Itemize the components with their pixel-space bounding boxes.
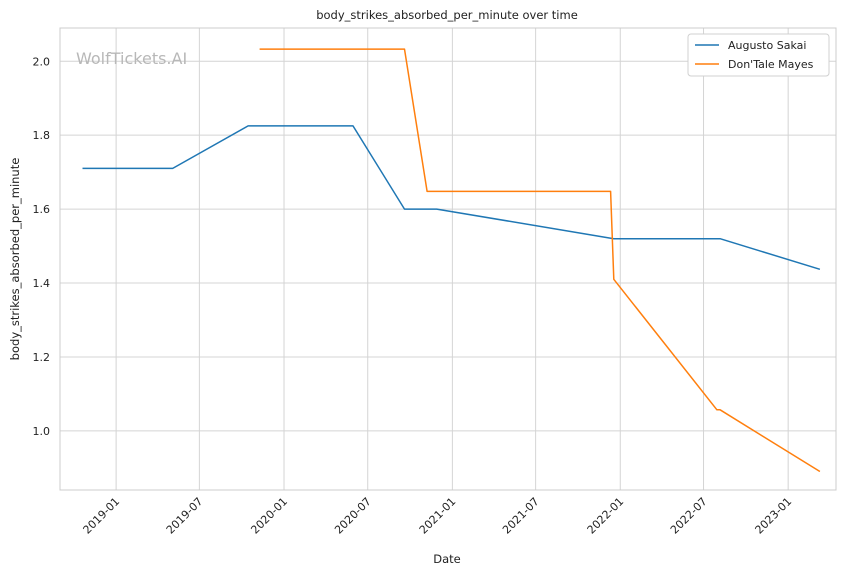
x-tick-label: 2022-01 [585,495,627,537]
y-tick-label: 1.4 [33,277,51,290]
x-tick-label: 2021-01 [417,495,459,537]
legend: Augusto Sakai Don'Tale Mayes [687,33,830,77]
series-line-don-tale-mayes [259,48,821,473]
x-axis-title: Date [433,552,461,566]
legend-label-augusto-sakai: Augusto Sakai [728,39,806,52]
x-tick-label: 2022-07 [668,495,710,537]
y-tick-label: 1.0 [33,425,51,438]
y-tick-label: 1.8 [33,129,51,142]
x-tick-label: 2019-07 [164,495,206,537]
x-tick-label: 2020-07 [332,495,374,537]
y-tick-label: 2.0 [33,55,51,68]
x-tick-label: 2019-01 [81,495,123,537]
series-line-augusto-sakai [82,125,821,271]
x-tick-label: 2023-01 [753,495,795,537]
x-tick-label: 2021-07 [500,495,542,537]
legend-box [687,33,830,77]
x-axis-ticks: 2019-01 2019-07 2020-01 2020-07 2021-01 2021-… [81,495,795,537]
series-layer [82,48,821,473]
chart-title: body_strikes_absorbed_per_minute over ti… [316,8,578,22]
legend-label-dontale-mayes: Don'Tale Mayes [728,58,814,71]
x-tick-label: 2020-01 [248,495,290,537]
y-axis-ticks: 1.0 1.2 1.4 1.6 1.8 2.0 [33,55,51,438]
grid-lines [60,28,836,490]
plot-background [60,28,836,490]
y-tick-label: 1.6 [33,203,51,216]
plot-frame [59,27,837,491]
watermark-text: WolfTickets.AI [76,49,187,68]
y-tick-label: 1.2 [33,351,51,364]
y-axis-title: body_strikes_absorbed_per_minute [8,158,22,361]
